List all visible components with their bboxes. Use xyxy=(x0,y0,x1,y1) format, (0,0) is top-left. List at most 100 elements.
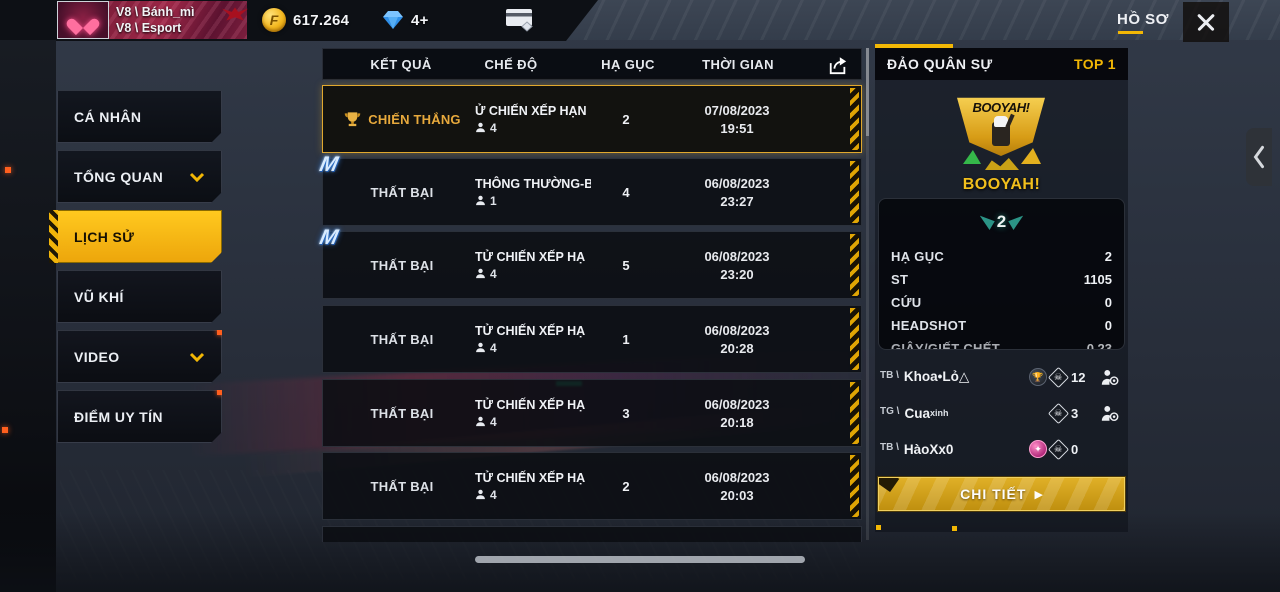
match-result: THẤT BẠI xyxy=(370,405,434,421)
match-detail-panel: ĐẢO QUÂN SỰ TOP 1 BOOYAH! BOOYAH! 2 HẠ G… xyxy=(875,48,1128,532)
match-row[interactable]: THẤT BẠI TỬ CHIẾN XẾP HẠ 4 2 06/08/2023 … xyxy=(322,452,862,520)
match-row[interactable]: M THẤT BẠI THÔNG THƯỜNG-B 1 4 06/08/2023… xyxy=(318,153,862,226)
profile-tab-underline xyxy=(1118,31,1143,34)
match-result: CHIẾN THẮNG xyxy=(368,111,461,127)
teammate-row: TG \ Cua xinh ☠ 3 xyxy=(880,396,1123,430)
close-button[interactable] xyxy=(1183,2,1229,42)
match-squad-size: 1 xyxy=(475,194,497,208)
match-stats-box: 2 HẠ GỤC 2 ST 1105 CỨU 0 HEADSHOT 0 GIÂY… xyxy=(878,198,1125,350)
player-avatar[interactable] xyxy=(57,1,109,39)
diamond-currency-chip[interactable]: 4+ xyxy=(382,0,429,40)
left-edge-strip xyxy=(0,40,56,592)
share-button[interactable] xyxy=(823,52,853,78)
spectate-button[interactable] xyxy=(1097,404,1123,423)
diamond-amount: 4+ xyxy=(411,11,429,29)
person-icon xyxy=(476,122,485,133)
booyah-splash xyxy=(985,158,1019,170)
col-result: KẾT QUẢ xyxy=(370,56,432,72)
hazard-stripe xyxy=(850,234,859,296)
match-result: THẤT BẠI xyxy=(370,331,434,347)
match-date: 06/08/2023 xyxy=(704,469,770,485)
col-kills: HẠ GỤC xyxy=(601,56,655,72)
placement-badge: TOP 1 xyxy=(1074,56,1116,72)
gold-currency-chip[interactable]: F 617.264 xyxy=(262,0,349,40)
home-gesture-bar[interactable] xyxy=(475,556,805,563)
match-row-victory[interactable]: CHIẾN THẮNG Ử CHIẾN XẾP HẠN 4 2 07/08/20… xyxy=(322,85,862,153)
chevron-down-icon xyxy=(189,172,205,182)
squad-count: 4 xyxy=(490,414,497,429)
match-row[interactable]: M THẤT BẠI TỬ CHIẾN XẾP HẠ 4 5 06/08/202… xyxy=(318,226,862,299)
kill-skull-icon: ☠ xyxy=(1047,438,1070,460)
match-time: 23:20 xyxy=(720,266,754,282)
membership-card-chip[interactable] xyxy=(505,0,535,40)
squad-count: 4 xyxy=(490,120,497,135)
sidebar-item-lich-su[interactable]: LỊCH SỬ xyxy=(57,210,222,263)
spectate-icon xyxy=(1101,369,1119,385)
edge-indicator-dot xyxy=(5,167,11,173)
kill-skull-icon: ☠ xyxy=(1047,402,1070,424)
match-row[interactable]: THẤT BẠI TỬ CHIẾN XẾP HẠ 4 1 06/08/2023 … xyxy=(322,305,862,373)
sidebar-item-tong-quan[interactable]: TỔNG QUAN xyxy=(57,150,222,203)
detail-button[interactable]: CHI TIẾT ▶ xyxy=(877,476,1126,512)
teammate-name-suffix: xinh xyxy=(929,408,949,418)
sidebar-item-ca-nhan[interactable]: CÁ NHÂN xyxy=(57,90,222,143)
teammate-row: TB \ HàoXx0 ✦ ☠ 0 xyxy=(880,432,1123,466)
stat-label: HEADSHOT xyxy=(891,318,967,333)
kill-skull-icon: ☠ xyxy=(1047,366,1070,388)
sidebar-item-label: ĐIỂM UY TÍN xyxy=(74,408,163,425)
squad-count: 4 xyxy=(490,487,497,502)
rank-wing-icon xyxy=(1008,215,1024,230)
detail-button-label: CHI TIẾT xyxy=(960,486,1027,502)
sidebar-item-video[interactable]: VIDEO xyxy=(57,330,222,383)
teammate-name: Khoa•Lỏ△ xyxy=(903,369,970,384)
match-time: 20:28 xyxy=(720,340,754,356)
booyah-splash xyxy=(1021,148,1041,164)
gold-coin-icon: F xyxy=(262,8,286,32)
trophy-medal-icon: 🏆 xyxy=(1029,368,1047,386)
col-time: THỜI GIAN xyxy=(702,56,774,72)
player-nameplate[interactable]: V8 \ Bánh_mì V8 \ Esport xyxy=(109,1,247,39)
hazard-stripe xyxy=(850,308,859,370)
person-icon xyxy=(476,195,485,206)
panel-accent-tab xyxy=(875,44,953,48)
hazard-stripe xyxy=(850,161,859,223)
match-date: 07/08/2023 xyxy=(704,102,770,118)
stat-value: 0 xyxy=(1104,318,1112,333)
stat-row-clipped: GIÂY/GIẾT CHẾT 0.23 xyxy=(879,337,1124,349)
match-date: 06/08/2023 xyxy=(704,396,770,412)
trophy-icon xyxy=(345,111,361,126)
match-kills: 5 xyxy=(622,257,630,273)
player-name: V8 \ Bánh_mì xyxy=(116,5,195,19)
match-time: 19:51 xyxy=(720,120,754,136)
booyah-badge-text: BOOYAH! xyxy=(972,100,1030,115)
drawer-collapse-handle[interactable] xyxy=(1246,128,1272,186)
squad-count: 4 xyxy=(490,340,497,355)
match-squad-size: 4 xyxy=(475,341,497,355)
sidebar-item-vu-khi[interactable]: VŨ KHÍ xyxy=(57,270,222,323)
match-list-scrollbar[interactable] xyxy=(866,48,869,540)
person-icon xyxy=(476,342,485,353)
share-icon xyxy=(829,57,847,75)
person-icon xyxy=(476,268,485,279)
match-result: THẤT BẠI xyxy=(370,257,434,273)
match-row-partial[interactable] xyxy=(322,526,862,542)
profile-tab[interactable]: HỒ SƠ xyxy=(1117,11,1169,28)
match-detail-header: ĐẢO QUÂN SỰ TOP 1 xyxy=(875,48,1128,80)
match-squad-size: 4 xyxy=(475,267,497,281)
card-diamond-icon xyxy=(506,9,533,32)
sidebar-item-diem-uy-tin[interactable]: ĐIỂM UY TÍN xyxy=(57,390,222,443)
spectate-button[interactable] xyxy=(1097,368,1123,387)
teammate-row: TB \ Khoa•Lỏ△ 🏆 ☠ 12 xyxy=(880,360,1123,394)
booyah-splash xyxy=(963,150,981,164)
squad-count: 1 xyxy=(490,193,497,208)
heart-avatar-icon xyxy=(73,12,93,29)
decor-dot xyxy=(876,525,881,530)
booyah-badge: BOOYAH! xyxy=(951,92,1051,178)
match-time: 23:27 xyxy=(720,193,754,209)
history-table-header: KẾT QUẢ CHẾ ĐỘ HẠ GỤC THỜI GIAN xyxy=(322,48,862,80)
match-time: 20:03 xyxy=(720,487,754,503)
pink-medal-icon: ✦ xyxy=(1029,440,1047,458)
match-mode: TỬ CHIẾN XẾP HẠ xyxy=(475,249,586,264)
match-row[interactable]: THẤT BẠI TỬ CHIẾN XẾP HẠ 4 3 06/08/2023 … xyxy=(322,379,862,447)
